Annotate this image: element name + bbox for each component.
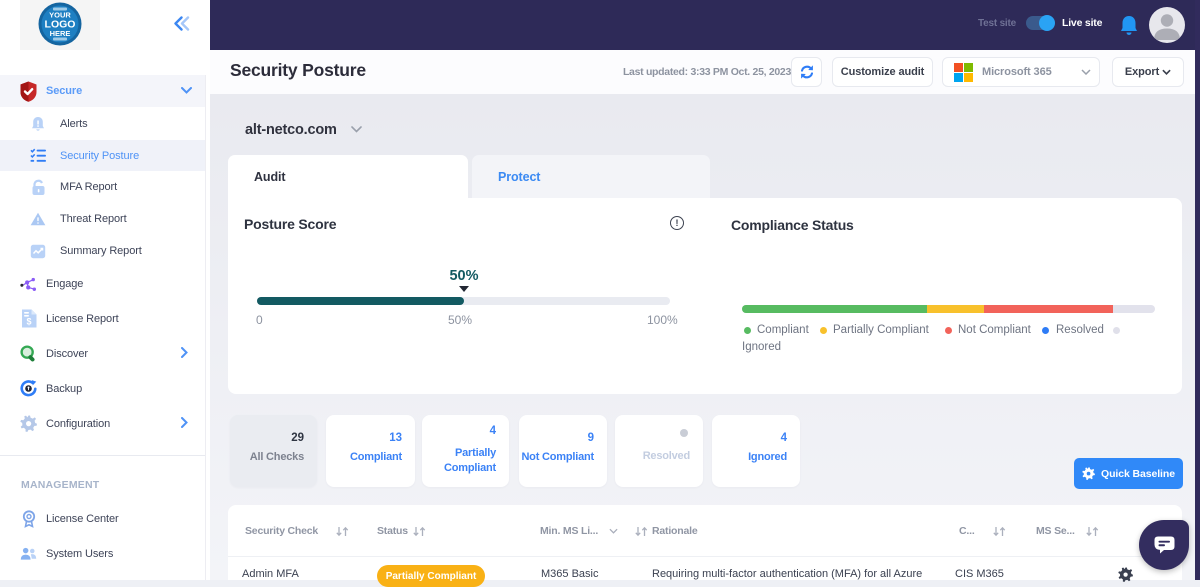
svg-text:HERE: HERE [50,29,71,38]
svg-text:$: $ [26,317,31,327]
svg-text:YOUR: YOUR [49,11,71,20]
svg-text:LOGO: LOGO [45,19,76,31]
